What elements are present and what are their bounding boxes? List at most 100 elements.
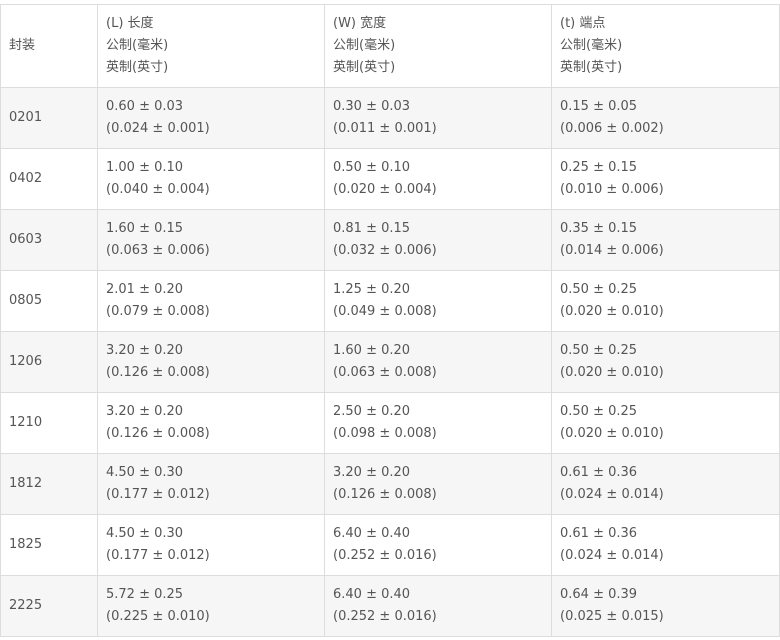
metric-value: 0.50 ± 0.25 <box>560 404 638 419</box>
dimension-cell-t: 0.50 ± 0.25 (0.020 ± 0.010) <box>551 392 780 454</box>
dimension-cell-t: 0.15 ± 0.05 (0.006 ± 0.002) <box>551 87 780 149</box>
package-cell: 0201 <box>0 87 98 149</box>
dimension-cell-t: 0.64 ± 0.39 (0.025 ± 0.015) <box>551 575 780 637</box>
dimension-cell-W: 0.81 ± 0.15 (0.032 ± 0.006) <box>324 209 552 271</box>
metric-value: 0.35 ± 0.15 <box>560 221 638 236</box>
table-row: 1210 3.20 ± 0.20 (0.126 ± 0.008) 2.50 ± … <box>0 392 780 454</box>
package-code: 0201 <box>9 110 43 125</box>
dimension-cell-W: 6.40 ± 0.40 (0.252 ± 0.016) <box>324 514 552 576</box>
imperial-value: (0.024 ± 0.014) <box>560 487 664 502</box>
header-metric-label: 公制(毫米) <box>333 38 396 53</box>
header-row: 封装 (L) 长度 公制(毫米) 英制(英寸) (W) 宽度 公制(毫米) 英制… <box>0 4 780 88</box>
header-terminal: (t) 端点 公制(毫米) 英制(英寸) <box>551 4 780 88</box>
header-metric-label: 公制(毫米) <box>560 38 623 53</box>
metric-value: 0.50 ± 0.10 <box>333 160 411 175</box>
metric-value: 1.00 ± 0.10 <box>106 160 184 175</box>
metric-value: 6.40 ± 0.40 <box>333 587 411 602</box>
package-dimensions-table: 封装 (L) 长度 公制(毫米) 英制(英寸) (W) 宽度 公制(毫米) 英制… <box>0 4 780 637</box>
package-cell: 2225 <box>0 575 98 637</box>
imperial-value: (0.011 ± 0.001) <box>333 121 437 136</box>
dimension-cell-W: 0.50 ± 0.10 (0.020 ± 0.004) <box>324 148 552 210</box>
package-cell: 1812 <box>0 453 98 515</box>
header-imperial-label: 英制(英寸) <box>106 60 169 75</box>
dimension-cell-L: 4.50 ± 0.30 (0.177 ± 0.012) <box>97 453 325 515</box>
metric-value: 2.50 ± 0.20 <box>333 404 411 419</box>
dimension-cell-L: 5.72 ± 0.25 (0.225 ± 0.010) <box>97 575 325 637</box>
metric-value: 1.60 ± 0.20 <box>333 343 411 358</box>
imperial-value: (0.252 ± 0.016) <box>333 609 437 624</box>
imperial-value: (0.063 ± 0.008) <box>333 365 437 380</box>
table-row: 1206 3.20 ± 0.20 (0.126 ± 0.008) 1.60 ± … <box>0 331 780 393</box>
dimension-cell-W: 1.60 ± 0.20 (0.063 ± 0.008) <box>324 331 552 393</box>
package-cell: 1206 <box>0 331 98 393</box>
imperial-value: (0.020 ± 0.010) <box>560 304 664 319</box>
dimension-cell-t: 0.61 ± 0.36 (0.024 ± 0.014) <box>551 453 780 515</box>
table-row: 0805 2.01 ± 0.20 (0.079 ± 0.008) 1.25 ± … <box>0 270 780 332</box>
dimension-cell-W: 1.25 ± 0.20 (0.049 ± 0.008) <box>324 270 552 332</box>
header-package-label: 封装 <box>9 38 36 53</box>
metric-value: 5.72 ± 0.25 <box>106 587 184 602</box>
dimension-cell-t: 0.50 ± 0.25 (0.020 ± 0.010) <box>551 331 780 393</box>
package-cell: 0805 <box>0 270 98 332</box>
metric-value: 1.60 ± 0.15 <box>106 221 184 236</box>
dimension-cell-t: 0.35 ± 0.15 (0.014 ± 0.006) <box>551 209 780 271</box>
metric-value: 6.40 ± 0.40 <box>333 526 411 541</box>
table-row: 1825 4.50 ± 0.30 (0.177 ± 0.012) 6.40 ± … <box>0 514 780 576</box>
dimension-cell-L: 0.60 ± 0.03 (0.024 ± 0.001) <box>97 87 325 149</box>
package-code: 1812 <box>9 476 43 491</box>
dimension-cell-L: 1.60 ± 0.15 (0.063 ± 0.006) <box>97 209 325 271</box>
imperial-value: (0.010 ± 0.006) <box>560 182 664 197</box>
imperial-value: (0.020 ± 0.010) <box>560 426 664 441</box>
dimension-cell-W: 6.40 ± 0.40 (0.252 ± 0.016) <box>324 575 552 637</box>
dimension-cell-L: 4.50 ± 0.30 (0.177 ± 0.012) <box>97 514 325 576</box>
package-code: 0603 <box>9 232 43 247</box>
metric-value: 0.30 ± 0.03 <box>333 99 411 114</box>
metric-value: 4.50 ± 0.30 <box>106 465 184 480</box>
metric-value: 0.81 ± 0.15 <box>333 221 411 236</box>
dimension-cell-t: 0.61 ± 0.36 (0.024 ± 0.014) <box>551 514 780 576</box>
dimension-cell-L: 3.20 ± 0.20 (0.126 ± 0.008) <box>97 331 325 393</box>
imperial-value: (0.177 ± 0.012) <box>106 487 210 502</box>
header-metric-label: 公制(毫米) <box>106 38 169 53</box>
header-imperial-label: 英制(英寸) <box>560 60 623 75</box>
table-row: 0201 0.60 ± 0.03 (0.024 ± 0.001) 0.30 ± … <box>0 87 780 149</box>
imperial-value: (0.024 ± 0.001) <box>106 121 210 136</box>
package-cell: 0603 <box>0 209 98 271</box>
dimension-cell-W: 0.30 ± 0.03 (0.011 ± 0.001) <box>324 87 552 149</box>
dimension-cell-W: 3.20 ± 0.20 (0.126 ± 0.008) <box>324 453 552 515</box>
imperial-value: (0.063 ± 0.006) <box>106 243 210 258</box>
imperial-value: (0.024 ± 0.014) <box>560 548 664 563</box>
header-length: (L) 长度 公制(毫米) 英制(英寸) <box>97 4 325 88</box>
metric-value: 0.15 ± 0.05 <box>560 99 638 114</box>
package-cell: 1210 <box>0 392 98 454</box>
imperial-value: (0.014 ± 0.006) <box>560 243 664 258</box>
imperial-value: (0.177 ± 0.012) <box>106 548 210 563</box>
table-row: 0603 1.60 ± 0.15 (0.063 ± 0.006) 0.81 ± … <box>0 209 780 271</box>
table-row: 0402 1.00 ± 0.10 (0.040 ± 0.004) 0.50 ± … <box>0 148 780 210</box>
dimension-cell-L: 1.00 ± 0.10 (0.040 ± 0.004) <box>97 148 325 210</box>
imperial-value: (0.020 ± 0.010) <box>560 365 664 380</box>
imperial-value: (0.225 ± 0.010) <box>106 609 210 624</box>
metric-value: 3.20 ± 0.20 <box>106 343 184 358</box>
package-cell: 1825 <box>0 514 98 576</box>
package-cell: 0402 <box>0 148 98 210</box>
metric-value: 0.50 ± 0.25 <box>560 343 638 358</box>
package-code: 1206 <box>9 354 43 369</box>
imperial-value: (0.006 ± 0.002) <box>560 121 664 136</box>
header-width: (W) 宽度 公制(毫米) 英制(英寸) <box>324 4 552 88</box>
imperial-value: (0.126 ± 0.008) <box>333 487 437 502</box>
header-imperial-label: 英制(英寸) <box>333 60 396 75</box>
imperial-value: (0.098 ± 0.008) <box>333 426 437 441</box>
table-row: 2225 5.72 ± 0.25 (0.225 ± 0.010) 6.40 ± … <box>0 575 780 637</box>
imperial-value: (0.020 ± 0.004) <box>333 182 437 197</box>
imperial-value: (0.126 ± 0.008) <box>106 365 210 380</box>
metric-value: 3.20 ± 0.20 <box>333 465 411 480</box>
package-code: 2225 <box>9 598 43 613</box>
package-code: 1210 <box>9 415 43 430</box>
metric-value: 0.61 ± 0.36 <box>560 526 638 541</box>
imperial-value: (0.252 ± 0.016) <box>333 548 437 563</box>
header-package: 封装 <box>0 4 98 88</box>
imperial-value: (0.079 ± 0.008) <box>106 304 210 319</box>
metric-value: 0.50 ± 0.25 <box>560 282 638 297</box>
metric-value: 0.64 ± 0.39 <box>560 587 638 602</box>
